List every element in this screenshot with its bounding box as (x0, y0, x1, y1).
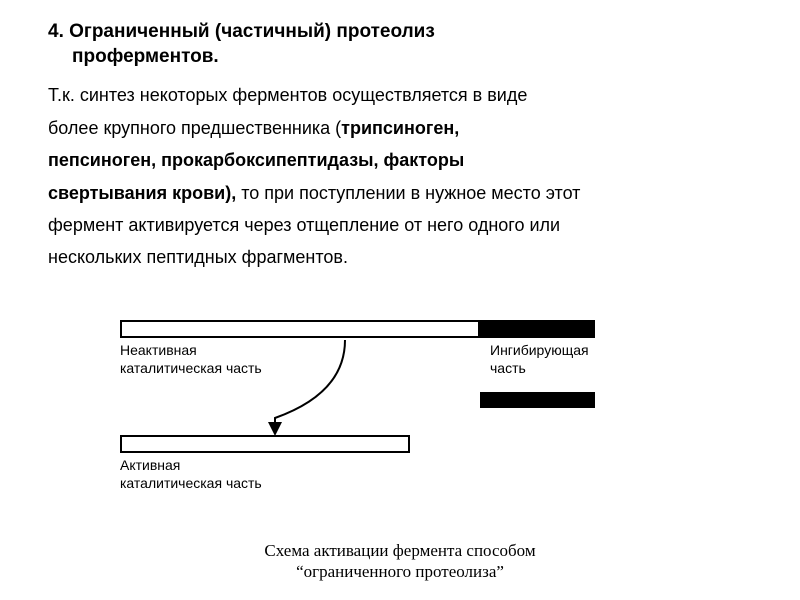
label-inhib-l2: часть (490, 360, 526, 376)
body-line-2b: трипсиноген, (341, 118, 459, 138)
label-active-catalytic: Активная каталитическая часть (120, 457, 262, 492)
caption-line-1: Схема активации фермента способом (264, 541, 535, 560)
label-active-l1: Активная (120, 457, 180, 473)
caption-line-2: “ограниченного протеолиза” (296, 562, 504, 581)
slide: 4. Ограниченный (частичный) протеолиз пр… (0, 0, 800, 600)
body-line-5: фермент активируется через отщепление от… (48, 215, 560, 235)
inhibitory-part-bar-attached (478, 322, 593, 336)
body-line-2a: более крупного предшественника ( (48, 118, 341, 138)
label-inactive-l1: Неактивная (120, 342, 197, 358)
heading: 4. Ограниченный (частичный) протеолиз пр… (48, 20, 760, 69)
label-active-l2: каталитическая часть (120, 475, 262, 491)
proteolysis-diagram: Неактивная каталитическая часть Ингибиру… (120, 320, 680, 515)
body-line-4b: то при поступлении в нужное место этот (236, 183, 580, 203)
active-enzyme-bar (120, 435, 410, 453)
body-line-3: пепсиноген, прокарбоксипептидазы, фактор… (48, 150, 464, 170)
diagram-caption: Схема активации фермента способом “огран… (0, 540, 800, 583)
label-inhibitory: Ингибирующая часть (490, 342, 589, 377)
body-line-6: нескольких пептидных фрагментов. (48, 247, 348, 267)
proenzyme-bar (120, 320, 595, 338)
label-inhib-l1: Ингибирующая (490, 342, 589, 358)
body-line-4a: свертывания крови), (48, 183, 236, 203)
heading-line1: 4. Ограниченный (частичный) протеолиз (48, 21, 435, 42)
heading-line2: проферментов. (48, 46, 219, 67)
label-inactive-l2: каталитическая часть (120, 360, 262, 376)
body-text: Т.к. синтез некоторых ферментов осуществ… (48, 79, 760, 273)
body-line-1: Т.к. синтез некоторых ферментов осуществ… (48, 85, 527, 105)
label-inactive-catalytic: Неактивная каталитическая часть (120, 342, 262, 377)
inhibitory-part-bar-detached (480, 392, 595, 408)
activation-arrow (250, 338, 370, 438)
